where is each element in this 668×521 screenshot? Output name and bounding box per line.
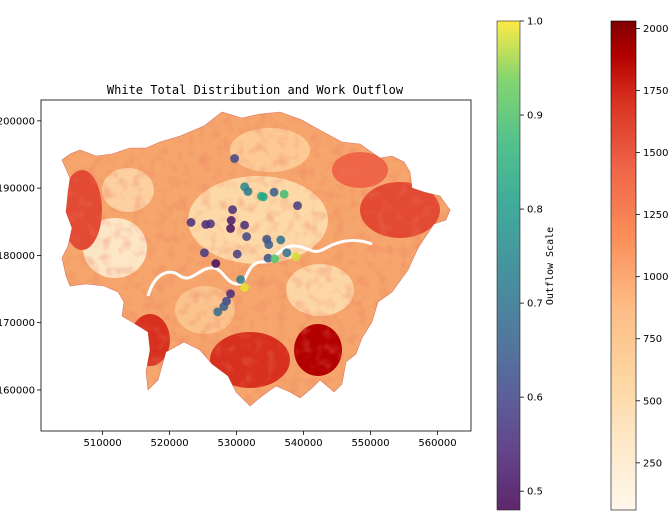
colorbar-tick-label: 1500 (643, 148, 668, 159)
colorbar-tick-label: 1250 (643, 210, 668, 221)
chart-title: White Total Distribution and Work Outflo… (107, 83, 404, 97)
y-tick-label: 170000 (0, 318, 35, 329)
outflow-point (228, 205, 237, 215)
outflow-point (219, 302, 229, 311)
outflow-point (269, 187, 279, 197)
y-tick-label: 180000 (0, 251, 35, 262)
river-thames (146, 239, 373, 297)
outflow-point (270, 254, 280, 264)
outflow-point (236, 275, 245, 285)
x-tick-label: 560000 (418, 438, 456, 449)
white-total-colorbar-ticks: 250 500 750 1000 1250 1500 1750 2000 (636, 24, 668, 469)
colorbar-tick-label: 1750 (643, 86, 668, 97)
outflow-point (226, 289, 235, 299)
colorbar-tick-label: 0.8 (527, 205, 543, 216)
outflow-point (242, 232, 252, 241)
outflow-points-layer (186, 154, 302, 317)
outflow-point (282, 248, 292, 258)
outflow-point (240, 283, 250, 293)
white-total-colorbar: 250 500 750 1000 1250 1500 1750 2000 (610, 20, 668, 511)
outflow-point (211, 259, 221, 268)
plot-area: 510000 520000 530000 540000 550000 560000 160… (0, 99, 472, 449)
outflow-point (240, 220, 250, 230)
colorbar-tick-label: 750 (643, 334, 662, 345)
y-tick-label: 190000 (0, 184, 35, 195)
outflow-point (243, 187, 253, 196)
outflow-point (230, 154, 239, 163)
outflow-point (206, 219, 215, 229)
x-tick-label: 550000 (351, 438, 389, 449)
colorbar-tick-label: 0.9 (527, 111, 543, 122)
white-total-colorbar-gradient (610, 20, 637, 511)
colorbar-tick-label: 0.5 (527, 487, 543, 498)
colorbar-tick-label: 1.0 (527, 17, 543, 28)
x-axis: 510000 520000 530000 540000 550000 560000 (84, 431, 457, 449)
outflow-point (276, 235, 286, 245)
x-tick-label: 510000 (84, 438, 122, 449)
y-tick-label: 200000 (0, 116, 35, 127)
outflow-point (263, 253, 273, 263)
outflow-point (213, 307, 223, 317)
outflow-colorbar-ticks: 0.5 0.6 0.7 0.8 0.9 1.0 (520, 17, 543, 498)
outflow-point (186, 218, 196, 227)
london-boundary-outline (61, 111, 451, 407)
plot-frame (40, 99, 472, 432)
colorbar-tick-label: 0.6 (527, 393, 543, 404)
y-tick-label: 160000 (0, 385, 35, 396)
outflow-point (264, 240, 274, 250)
outflow-colorbar-label: Outflow Scale (545, 227, 556, 305)
outflow-point (232, 249, 242, 259)
colorbar-tick-label: 0.7 (527, 299, 543, 310)
outflow-point (200, 248, 209, 258)
colorbar-tick-label: 2000 (643, 24, 668, 35)
colorbar-tick-label: 250 (643, 458, 662, 469)
x-tick-label: 530000 (217, 438, 255, 449)
outflow-colorbar: 0.5 0.6 0.7 0.8 0.9 1.0 Outflow Scale (496, 17, 556, 511)
outflow-point (226, 224, 235, 233)
x-tick-label: 520000 (151, 438, 189, 449)
y-axis: 160000 170000 180000 190000 200000 (0, 116, 41, 396)
outflow-point (258, 192, 268, 202)
outflow-point (293, 201, 302, 211)
outflow-point (291, 252, 301, 262)
colorbar-tick-label: 1000 (643, 272, 668, 283)
colorbar-tick-label: 500 (643, 396, 662, 407)
x-tick-label: 540000 (284, 438, 322, 449)
outflow-point (279, 189, 289, 199)
outflow-colorbar-gradient (496, 20, 521, 511)
outflow-point (226, 216, 236, 225)
